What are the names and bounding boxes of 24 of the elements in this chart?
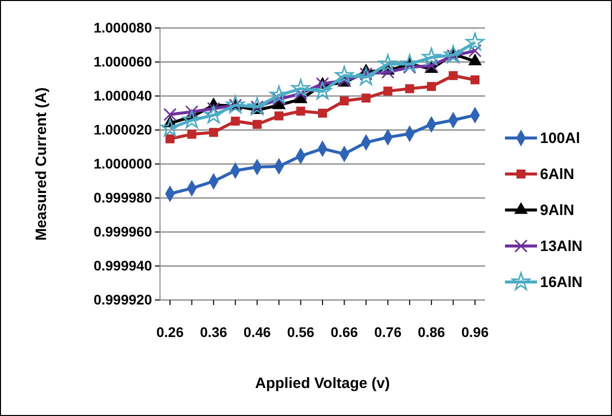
x-tick-label: 0.76 <box>374 324 402 340</box>
y-tick-label: 0.999980 <box>94 189 152 206</box>
y-tick-label: 1.000000 <box>94 155 152 172</box>
y-tick-label: 1.000060 <box>94 53 152 70</box>
x-tick-label: 0.66 <box>330 324 358 340</box>
legend-label: 13AlN <box>540 238 583 255</box>
x-tick-label: 0.96 <box>461 324 489 340</box>
x-tick-label: 0.56 <box>287 324 315 340</box>
y-tick-label: 0.999940 <box>94 257 152 274</box>
y-tick-label: 1.000080 <box>94 19 152 36</box>
legend-label: 100Al <box>540 130 580 147</box>
y-tick-label: 1.000040 <box>94 87 152 104</box>
x-tick-label: 0.46 <box>244 324 271 340</box>
x-tick-label: 0.26 <box>156 324 184 340</box>
legend-label: 16AlN <box>540 274 583 291</box>
legend-label: 9AlN <box>540 202 574 219</box>
y-axis-title: Measured Current (A) <box>33 87 50 241</box>
y-tick-label: 0.999960 <box>94 223 152 240</box>
y-tick-label: 1.000020 <box>94 121 152 138</box>
legend-label: 6AlN <box>540 166 574 183</box>
x-tick-label: 0.86 <box>418 324 446 340</box>
y-tick-label: 0.999920 <box>94 291 152 308</box>
x-axis-title: Applied Voltage (v) <box>255 375 390 392</box>
x-tick-label: 0.36 <box>200 324 228 340</box>
